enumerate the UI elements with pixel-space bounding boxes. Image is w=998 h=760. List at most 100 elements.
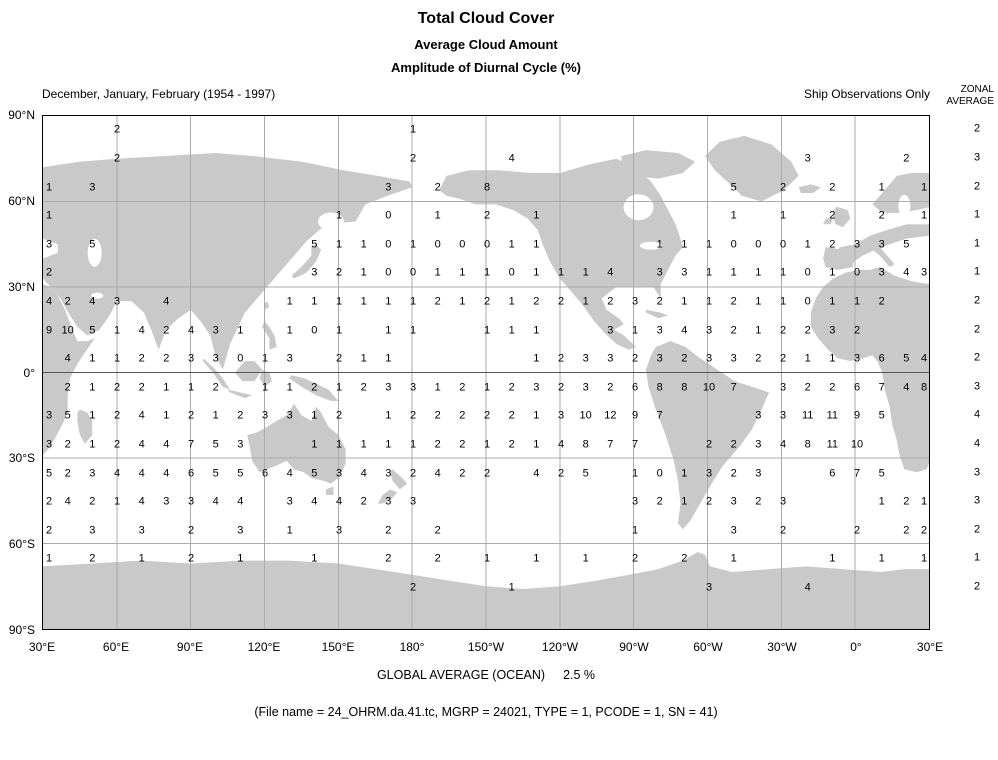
grid-value: 1: [360, 266, 367, 279]
grid-value: 0: [804, 295, 811, 308]
grid-value: 3: [779, 495, 787, 508]
grid-value: 1: [755, 295, 762, 308]
grid-value: 6: [187, 467, 195, 480]
grid-value: 1: [434, 209, 441, 222]
grid-value: 1: [261, 352, 269, 365]
grid-value: 4: [779, 438, 787, 451]
figure-subtitle-variable: Average Cloud Amount: [414, 37, 558, 52]
cuba-landmass: [645, 309, 669, 319]
zonal-average-value: 2: [973, 294, 981, 307]
baltic-sea-water: [898, 194, 911, 217]
grid-value: 3: [582, 381, 589, 394]
grid-value: 4: [113, 467, 121, 480]
grid-value: 1: [45, 209, 53, 222]
grid-value: 2: [508, 381, 515, 394]
grid-value: 2: [237, 409, 244, 422]
grid-value: 2: [755, 352, 762, 365]
grid-value: 3: [920, 266, 928, 279]
grid-value: 3: [681, 266, 688, 279]
grid-value: 4: [237, 495, 244, 508]
grid-value: 1: [533, 238, 540, 251]
longitude-tick-label: 0°: [850, 640, 862, 654]
grid-value: 2: [656, 495, 663, 508]
zonal-average-value: 2: [973, 122, 981, 135]
grid-value: 1: [163, 409, 170, 422]
grid-value: 2: [508, 438, 515, 451]
grid-value: 11: [826, 409, 839, 422]
grid-value: 1: [779, 295, 787, 308]
philippines-landmass: [262, 321, 277, 350]
grid-value: 7: [878, 381, 885, 394]
grid-value: 4: [607, 266, 614, 279]
grid-value: 4: [138, 324, 145, 337]
grid-value: 1: [360, 438, 367, 451]
grid-value: 1: [878, 181, 885, 194]
grid-value: 3: [656, 324, 663, 337]
grid-value: 1: [409, 123, 417, 136]
grid-value: 1: [631, 324, 639, 337]
grid-value: 1: [311, 295, 318, 308]
grid-value: 1: [335, 295, 343, 308]
grid-value: 2: [89, 552, 96, 565]
grid-value: 5: [903, 352, 910, 365]
grid-value: 3: [286, 352, 293, 365]
latitude-tick-label: 90°N: [8, 108, 35, 122]
longitude-tick-label: 150°E: [321, 640, 355, 654]
grid-value: 1: [409, 438, 417, 451]
grid-value: 2: [483, 295, 491, 308]
grid-value: 1: [113, 495, 121, 508]
grid-value: 3: [237, 438, 244, 451]
ireland-landmass: [823, 218, 834, 225]
grid-value: 3: [730, 495, 737, 508]
zonal-average-value: 3: [973, 380, 981, 393]
grid-value: 1: [730, 552, 737, 565]
grid-value: 5: [64, 409, 71, 422]
zonal-header-line1: ZONAL: [960, 84, 994, 95]
grid-value: 0: [459, 238, 466, 251]
grid-value: 2: [804, 381, 811, 394]
grid-value: 9: [631, 409, 639, 422]
grid-value: 1: [829, 552, 836, 565]
zonal-average-value: 4: [973, 408, 981, 421]
grid-value: 4: [138, 409, 145, 422]
grid-value: 2: [705, 438, 713, 451]
grid-value: 2: [409, 467, 417, 480]
grid-value: 0: [385, 238, 392, 251]
grid-value: 4: [681, 324, 688, 337]
grid-value: 2: [64, 381, 71, 394]
grid-value: 2: [829, 381, 836, 394]
grid-value: 1: [920, 495, 928, 508]
longitude-tick-label: 90°E: [176, 640, 204, 654]
grid-value: 2: [853, 324, 861, 337]
grid-value: 2: [755, 495, 762, 508]
grid-value: 1: [138, 552, 145, 565]
grid-value: 3: [878, 238, 885, 251]
zonal-average-value: 2: [973, 351, 981, 364]
grid-value: 10: [702, 381, 716, 394]
canadian-arctic-islands-landmass: [621, 150, 696, 179]
grid-value: 2: [730, 324, 737, 337]
grid-value: 9: [45, 324, 53, 337]
grid-value: 5: [237, 467, 244, 480]
grid-value: 2: [113, 438, 121, 451]
grid-value: 2: [434, 524, 441, 537]
grid-value: 3: [237, 524, 244, 537]
grid-value: 1: [804, 352, 811, 365]
grid-value: 1: [335, 238, 343, 251]
grid-value: 2: [64, 295, 71, 308]
grid-value: 0: [311, 324, 318, 337]
grid-value: 3: [113, 295, 121, 308]
hudson-bay-water: [623, 194, 654, 221]
grid-value: 8: [804, 438, 811, 451]
grid-value: 5: [212, 438, 219, 451]
grid-value: 3: [385, 181, 392, 194]
grid-value: 1: [360, 295, 367, 308]
grid-value: 1: [335, 381, 343, 394]
grid-value: 0: [434, 238, 441, 251]
sulawesi-landmass: [259, 369, 272, 387]
great-lakes-water: [639, 241, 662, 250]
grid-value: 2: [212, 381, 219, 394]
grid-value: 8: [582, 438, 589, 451]
grid-value: 3: [631, 495, 639, 508]
